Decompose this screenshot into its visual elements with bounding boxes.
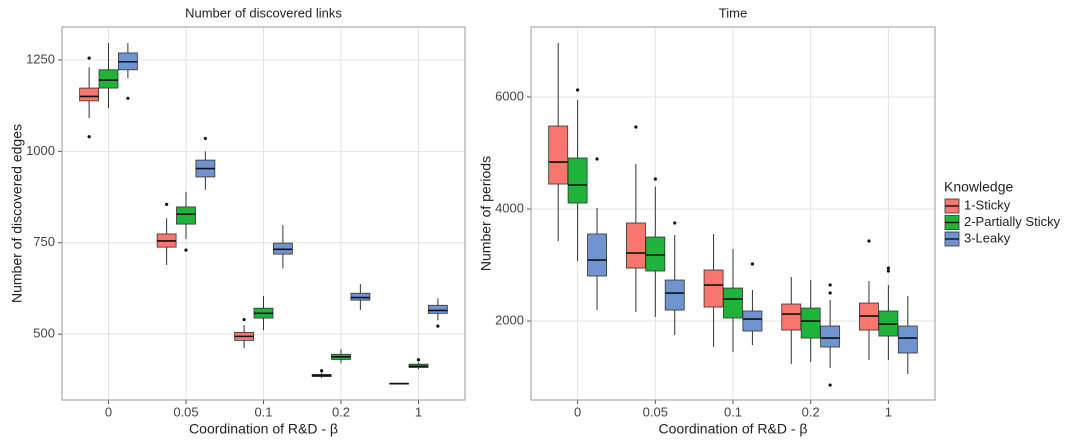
- outlier: [750, 262, 755, 266]
- box: [350, 292, 371, 301]
- legend-title: Knowledge: [944, 179, 1013, 195]
- y-axis-label: Number of periods: [478, 156, 494, 271]
- outlier: [886, 266, 890, 270]
- y-tick-label: 6000: [495, 88, 524, 103]
- x-tick-label: 0.2: [802, 404, 820, 419]
- box: [79, 87, 100, 102]
- box: [548, 125, 569, 185]
- outlier: [886, 269, 890, 273]
- chart-title: Number of discovered links: [185, 5, 342, 20]
- outlier: [436, 324, 440, 328]
- outlier: [634, 125, 638, 129]
- outlier: [653, 177, 657, 181]
- box: [645, 236, 666, 272]
- box: [567, 157, 588, 204]
- box: [723, 287, 743, 319]
- box: [897, 325, 918, 354]
- legend-label: 1-Sticky: [964, 197, 1011, 212]
- y-axis-label: Number of discovered edges: [9, 124, 25, 303]
- legend-label: 3-Leaky: [964, 230, 1011, 245]
- x-tick-label: 1: [885, 404, 892, 419]
- box: [800, 307, 821, 339]
- box: [742, 310, 763, 332]
- outlier: [828, 291, 832, 295]
- y-tick-label: 1000: [26, 143, 55, 158]
- box: [427, 304, 448, 314]
- box: [98, 69, 119, 89]
- y-tick-label: 500: [33, 326, 55, 341]
- x-tick-label: 0.05: [173, 404, 198, 419]
- box: [587, 233, 607, 277]
- y-tick-label: 1250: [26, 51, 55, 66]
- outlier: [87, 56, 91, 60]
- x-axis-label: Coordination of R&D - β: [659, 421, 808, 437]
- outlier: [184, 248, 188, 252]
- x-tick-label: 0: [105, 404, 112, 419]
- outlier: [867, 239, 871, 243]
- outlier: [828, 283, 832, 287]
- x-tick-label: 1: [415, 404, 422, 419]
- legend-label: 2-Partially Sticky: [964, 214, 1061, 229]
- chart-title: Time: [719, 5, 747, 20]
- outlier: [320, 369, 324, 373]
- x-tick-label: 0.2: [332, 404, 350, 419]
- plot-border: [530, 26, 936, 401]
- x-tick-label: 0.05: [643, 404, 668, 419]
- y-tick-label: 2000: [495, 312, 524, 327]
- outlier: [828, 383, 832, 387]
- x-axis-label: Coordination of R&D - β: [189, 421, 338, 437]
- outlier: [203, 136, 207, 141]
- outlier: [673, 221, 677, 225]
- plot-border: [61, 26, 466, 401]
- box: [703, 269, 724, 308]
- box: [820, 325, 841, 348]
- x-tick-label: 0.1: [724, 404, 742, 419]
- x-tick-label: 0: [574, 404, 581, 419]
- box: [664, 279, 685, 311]
- outlier: [576, 88, 580, 92]
- outlier: [416, 358, 421, 362]
- outlier: [87, 135, 91, 139]
- y-tick-label: 750: [33, 234, 55, 249]
- box: [781, 303, 802, 331]
- y-tick-label: 4000: [495, 200, 524, 215]
- box: [176, 206, 196, 225]
- outlier: [126, 96, 130, 100]
- box: [625, 222, 646, 269]
- outlier: [165, 202, 169, 206]
- outlier: [242, 317, 246, 322]
- outlier: [595, 157, 599, 161]
- x-tick-label: 0.1: [254, 404, 272, 419]
